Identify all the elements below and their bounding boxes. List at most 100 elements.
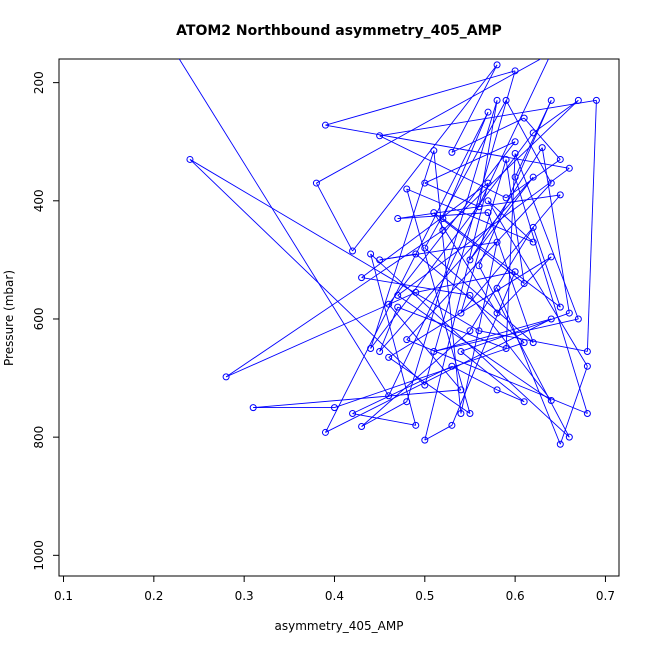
data-point	[457, 410, 465, 418]
data-series	[178, 59, 600, 448]
data-point	[493, 284, 501, 292]
series-segment	[478, 100, 498, 207]
series-segment	[253, 389, 461, 409]
series-segment	[379, 135, 507, 199]
data-point	[484, 108, 492, 116]
data-point	[321, 428, 329, 436]
data-point	[412, 288, 420, 296]
data-point	[511, 268, 519, 276]
series-segment	[451, 117, 525, 153]
data-point	[520, 280, 528, 288]
data-point	[457, 309, 465, 317]
data-point	[349, 410, 357, 418]
series-segment	[178, 59, 390, 397]
series-segment	[189, 159, 480, 332]
series-segment	[316, 182, 353, 252]
data-point	[493, 309, 501, 317]
data-point	[484, 179, 492, 187]
data-point	[403, 398, 411, 406]
data-point	[583, 410, 591, 418]
x-tick-label: 0.3	[235, 589, 254, 603]
y-axis: 200 400 600 800 1000	[32, 71, 60, 571]
data-point	[439, 226, 447, 234]
x-tick-label: 0.6	[506, 589, 525, 603]
series-segment	[505, 159, 561, 199]
series-segment	[442, 218, 561, 308]
series-segment	[451, 365, 498, 391]
data-point	[430, 347, 438, 355]
series-segment	[532, 227, 561, 308]
series-segment	[415, 271, 516, 293]
series-segment	[460, 351, 525, 403]
data-point	[502, 345, 510, 353]
series-segment	[514, 100, 552, 178]
series-segment	[406, 100, 498, 402]
data-point	[520, 114, 528, 122]
series-segment	[496, 389, 525, 403]
y-tick-label: 600	[32, 308, 46, 331]
series-segment	[451, 271, 516, 426]
series-segment	[388, 357, 471, 414]
data-point	[448, 148, 456, 156]
data-point	[358, 274, 366, 282]
data-point	[529, 129, 537, 137]
data-point	[484, 197, 492, 205]
data-point	[583, 362, 591, 370]
series-segment	[379, 99, 597, 137]
data-point	[502, 194, 510, 202]
series-segment	[379, 253, 416, 261]
data-point	[502, 155, 510, 163]
data-point	[466, 256, 474, 264]
x-tick-label: 0.5	[415, 589, 434, 603]
data-point	[403, 185, 411, 193]
series-segment	[370, 150, 435, 349]
data-point	[502, 96, 510, 104]
series-segment	[532, 99, 579, 134]
y-tick-label: 800	[32, 426, 46, 449]
data-point	[249, 404, 257, 412]
data-point	[403, 336, 411, 344]
series-segment	[514, 153, 579, 320]
data-point	[312, 179, 320, 187]
data-point	[385, 300, 393, 308]
data-point	[421, 436, 429, 444]
series-segment	[505, 159, 525, 284]
data-point	[565, 164, 573, 172]
series-segment	[460, 159, 507, 314]
series-segment	[478, 265, 570, 438]
series-segment	[478, 330, 588, 352]
series-segment	[487, 200, 588, 367]
series-segment	[424, 182, 489, 441]
data-point	[376, 347, 384, 355]
data-point	[439, 215, 447, 223]
data-point	[412, 421, 420, 429]
data-point	[448, 362, 456, 370]
series-segment	[225, 291, 416, 378]
series-segment	[334, 342, 525, 409]
series-segment	[361, 277, 471, 296]
data-point	[529, 339, 537, 347]
series-segment	[406, 188, 471, 414]
series-segment	[406, 182, 552, 340]
data-point	[421, 244, 429, 252]
data-point	[547, 253, 555, 261]
data-point	[511, 173, 519, 181]
y-tick-label: 200	[32, 71, 46, 94]
data-point	[358, 423, 366, 431]
data-point	[385, 392, 393, 400]
data-point	[475, 327, 483, 335]
series-segment	[388, 141, 516, 305]
series-segment	[478, 100, 552, 266]
data-point	[457, 347, 465, 355]
data-point	[520, 339, 528, 347]
series-segment	[487, 212, 534, 343]
series-segment	[325, 124, 570, 169]
data-point	[547, 96, 555, 104]
series-segment	[424, 70, 516, 386]
chart-title: ATOM2 Northbound asymmetry_405_AMP	[176, 23, 502, 39]
series-segment	[225, 229, 444, 378]
data-point	[583, 347, 591, 355]
series-segment	[451, 64, 498, 153]
series-segment	[460, 194, 561, 314]
